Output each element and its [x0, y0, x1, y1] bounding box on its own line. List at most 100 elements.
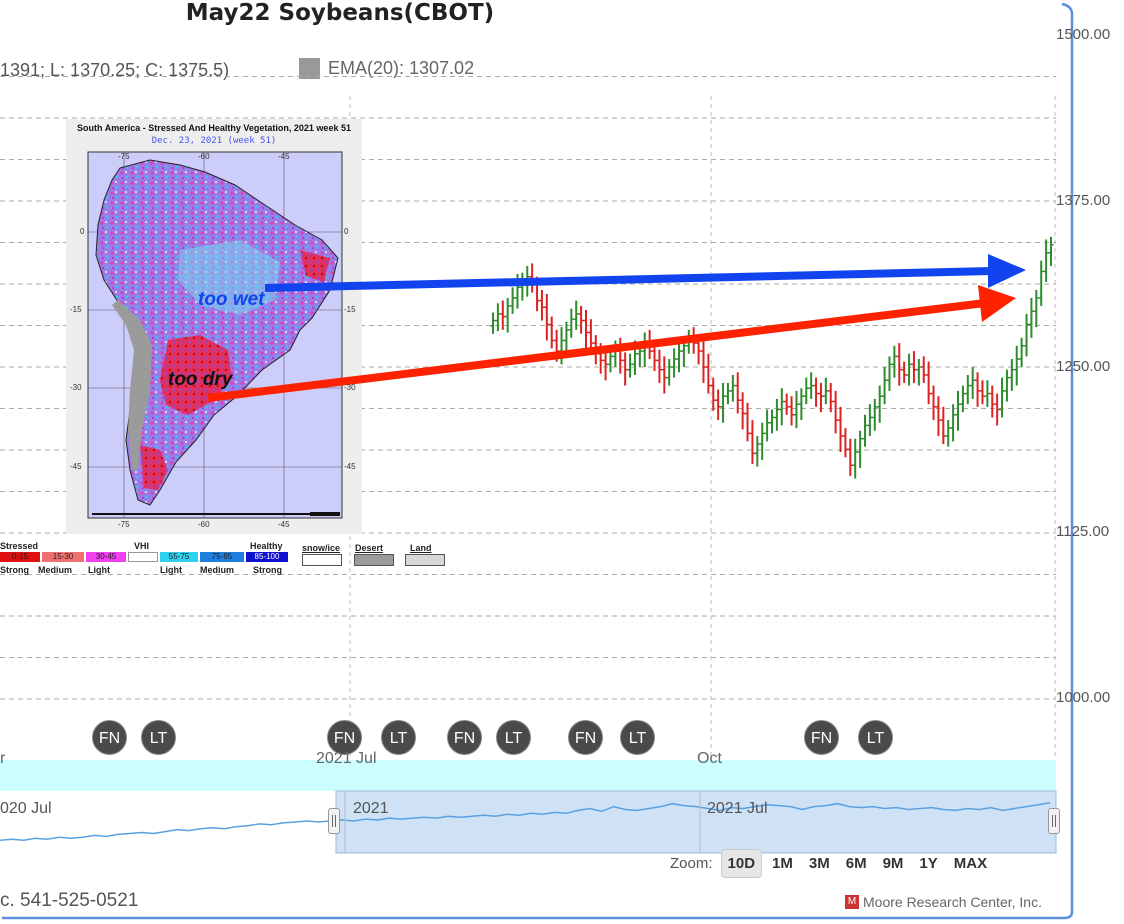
price-bar	[691, 327, 697, 354]
moore-logo-icon: M	[845, 895, 859, 909]
price-bar	[554, 329, 560, 362]
price-bar	[847, 438, 853, 476]
navigator-right-handle[interactable]	[1048, 808, 1060, 834]
legend-strength: Light	[160, 565, 182, 575]
lat-tick-left: -45	[70, 462, 82, 471]
price-bar	[882, 367, 888, 405]
price-bar	[989, 385, 995, 418]
price-bar	[622, 352, 628, 386]
price-bar	[886, 356, 892, 391]
legend-land-swatch	[405, 554, 445, 566]
price-bar	[573, 300, 579, 330]
legend-strength: Medium	[38, 565, 73, 575]
price-bar	[940, 406, 946, 445]
lt-marker[interactable]: LT	[496, 720, 531, 755]
price-bar	[490, 312, 496, 334]
legend-desert: Desert	[355, 543, 384, 553]
price-bar	[764, 409, 770, 442]
price-bar	[857, 430, 863, 468]
lt-marker[interactable]: LT	[141, 720, 176, 755]
price-bar	[823, 377, 829, 405]
price-bar	[921, 356, 927, 383]
price-bar	[500, 300, 506, 330]
price-bar	[598, 343, 604, 374]
navigator-left-handle[interactable]	[328, 808, 340, 834]
price-bar	[803, 377, 809, 405]
legend-strength: Strong	[253, 565, 282, 575]
price-bar	[563, 321, 569, 357]
price-bar	[784, 393, 790, 415]
zoom-1y-button[interactable]: 1Y	[919, 855, 938, 872]
fn-marker[interactable]: FN	[447, 720, 482, 755]
inset-title: South America - Stressed And Healthy Veg…	[77, 123, 351, 133]
legend-healthy: Healthy	[250, 541, 283, 551]
zoom-1m-button[interactable]: 1M	[772, 855, 793, 872]
fn-marker[interactable]: FN	[92, 720, 127, 755]
zoom-3m-button[interactable]: 3M	[808, 855, 830, 872]
price-bar	[833, 390, 839, 434]
price-bar	[984, 380, 990, 407]
price-bar	[867, 404, 873, 437]
y-tick-label: 1250.00	[1056, 358, 1111, 375]
too-wet-label: too wet	[198, 289, 265, 310]
legend-neutral-cell	[128, 552, 158, 562]
price-bar	[637, 343, 643, 367]
ema-readout: EMA(20): 1307.02	[328, 58, 475, 78]
price-bar	[510, 287, 516, 314]
ohlc-readout: 1391; L: 1370.25; C: 1375.5)	[0, 60, 230, 80]
price-bar	[700, 340, 706, 383]
ema-legend[interactable]: EMA(20): 1307.02	[299, 58, 474, 79]
lt-marker[interactable]: LT	[858, 720, 893, 755]
price-bar	[1004, 369, 1010, 402]
zoom-6m-button[interactable]: 6M	[845, 855, 867, 872]
price-bar	[906, 353, 912, 386]
price-bar	[901, 361, 907, 383]
price-bar	[950, 404, 956, 442]
zoom-max-button[interactable]: MAX	[953, 855, 988, 872]
price-bar	[960, 385, 966, 413]
legend-scale-cell: 15-30	[42, 552, 84, 562]
price-bar	[710, 377, 716, 411]
chart-title: May22 Soybeans(CBOT)	[185, 0, 495, 26]
lon-tick-bottom: -60	[198, 520, 210, 529]
vegetation-map-inset	[66, 119, 362, 534]
price-bar	[1009, 359, 1015, 391]
price-bar	[544, 293, 550, 341]
price-bar	[754, 436, 760, 467]
price-bar	[593, 335, 599, 365]
lat-tick-right: -15	[344, 305, 356, 314]
legend-land: Land	[410, 543, 432, 553]
zoom-10d-button[interactable]: 10D	[720, 849, 763, 878]
lt-marker[interactable]: LT	[381, 720, 416, 755]
fn-marker[interactable]: FN	[804, 720, 839, 755]
legend-desert-swatch	[354, 554, 394, 566]
lat-tick-right: 0	[344, 227, 349, 236]
inset-date: Dec. 23, 2021 (week 51)	[151, 136, 277, 146]
zoom-9m-button[interactable]: 9M	[882, 855, 904, 872]
price-bar	[975, 372, 981, 407]
navigator-line	[0, 802, 1051, 841]
lat-tick-left: -15	[70, 305, 82, 314]
price-bar	[872, 398, 878, 431]
price-bar	[514, 274, 520, 309]
price-bar	[896, 343, 902, 386]
price-bar	[931, 385, 937, 421]
too-dry-label: too dry	[168, 369, 233, 390]
y-tick-label: 1000.00	[1056, 689, 1111, 706]
lt-marker[interactable]: LT	[620, 720, 655, 755]
ema-swatch-icon	[299, 58, 320, 79]
price-bar	[994, 393, 1000, 426]
x-tick-label: 2021 Jul	[316, 750, 377, 767]
fn-marker[interactable]: FN	[327, 720, 362, 755]
footer-credit[interactable]: M Moore Research Center, Inc.	[845, 894, 1042, 910]
price-bar	[1038, 260, 1044, 306]
price-bar	[666, 359, 672, 386]
legend-stressed: Stressed	[0, 541, 39, 551]
price-bar	[979, 380, 985, 405]
price-bar	[798, 388, 804, 421]
fn-marker[interactable]: FN	[568, 720, 603, 755]
price-bar	[559, 327, 565, 365]
navigator-selected-range	[335, 790, 1057, 854]
lon-tick-top: -60	[198, 152, 210, 161]
navigator-scrollbar	[0, 760, 1056, 791]
